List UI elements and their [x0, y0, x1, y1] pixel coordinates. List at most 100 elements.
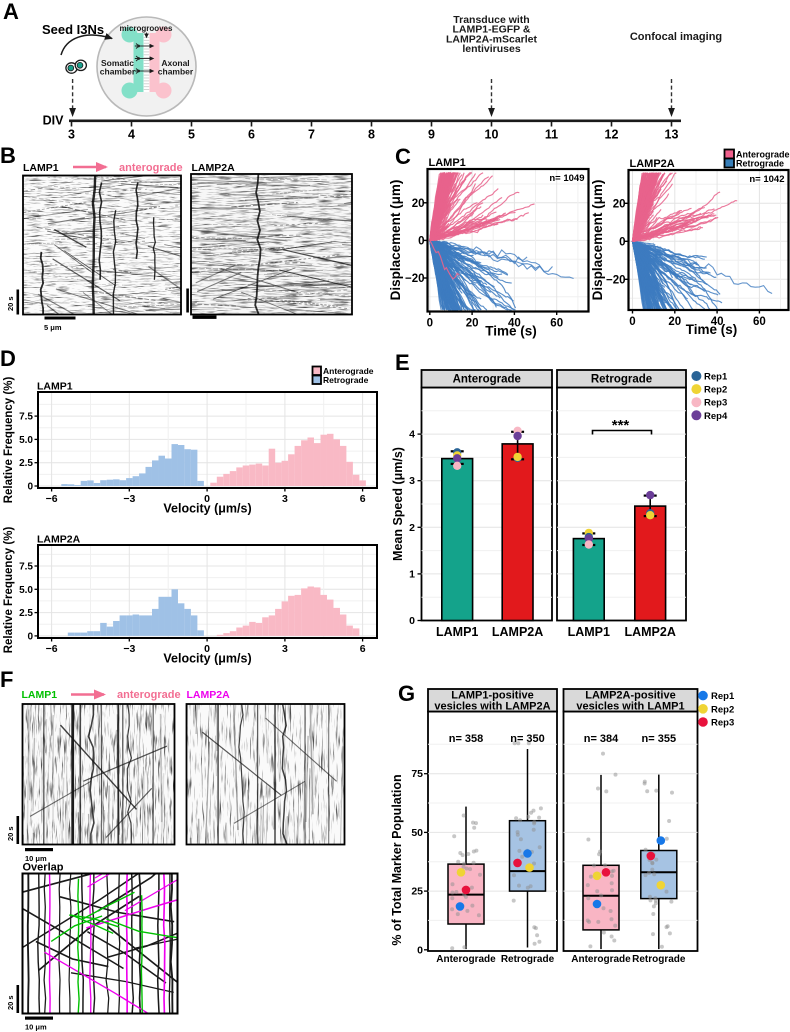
svg-text:LAMP2A-positive: LAMP2A-positive — [585, 690, 675, 702]
svg-text:2.5: 2.5 — [19, 458, 33, 469]
svg-text:Rep4: Rep4 — [704, 411, 728, 422]
svg-text:11: 11 — [545, 128, 558, 142]
svg-text:0: 0 — [418, 235, 424, 247]
svg-text:anterograde: anterograde — [119, 162, 183, 174]
svg-text:0: 0 — [204, 493, 210, 505]
svg-text:Rep3: Rep3 — [704, 398, 727, 409]
svg-text:anterograde: anterograde — [117, 689, 181, 701]
svg-text:6: 6 — [248, 128, 255, 142]
svg-text:60: 60 — [753, 316, 766, 328]
svg-text:Retrograde: Retrograde — [591, 374, 652, 386]
svg-text:Anterograde: Anterograde — [736, 150, 790, 160]
svg-text:20: 20 — [613, 198, 626, 210]
svg-text:10: 10 — [485, 128, 499, 142]
svg-text:LAMP1: LAMP1 — [37, 381, 73, 393]
svg-text:lentiviruses: lentiviruses — [462, 43, 521, 55]
svg-text:n= 384: n= 384 — [584, 733, 619, 745]
svg-text:chamber: chamber — [158, 67, 194, 77]
svg-text:60: 60 — [550, 318, 563, 330]
svg-text:Transduce with: Transduce with — [453, 14, 529, 26]
svg-text:−6: −6 — [46, 493, 58, 505]
svg-text:Overlap: Overlap — [23, 862, 64, 874]
svg-text:9: 9 — [428, 128, 435, 142]
svg-text:−20: −20 — [606, 274, 626, 286]
svg-text:12: 12 — [605, 128, 619, 142]
svg-text:10 μm: 10 μm — [25, 1023, 47, 1032]
svg-text:Rep2: Rep2 — [711, 704, 734, 715]
svg-text:8: 8 — [368, 128, 375, 142]
svg-text:Rep3: Rep3 — [711, 718, 734, 729]
svg-text:A: A — [3, 0, 19, 24]
svg-text:1: 1 — [409, 568, 415, 580]
svg-text:20: 20 — [668, 316, 681, 328]
svg-text:DIV: DIV — [43, 114, 65, 128]
svg-text:microgrooves: microgrooves — [120, 24, 173, 33]
svg-text:5.0: 5.0 — [19, 585, 33, 596]
svg-text:LAMP1: LAMP1 — [22, 689, 58, 701]
svg-text:Seed I3Ns: Seed I3Ns — [42, 22, 104, 37]
svg-text:Displacement (μm): Displacement (μm) — [388, 180, 403, 301]
svg-text:vesicles with LAMP1: vesicles with LAMP1 — [576, 701, 684, 713]
svg-text:13: 13 — [665, 128, 679, 142]
svg-text:0: 0 — [27, 482, 33, 493]
svg-text:B: B — [0, 143, 16, 168]
svg-text:0: 0 — [427, 318, 433, 330]
svg-text:n= 1049: n= 1049 — [549, 173, 584, 184]
svg-text:G: G — [398, 681, 415, 706]
svg-text:F: F — [0, 667, 13, 692]
svg-text:Time (s): Time (s) — [485, 324, 537, 339]
svg-text:4: 4 — [128, 128, 135, 142]
svg-text:20 s: 20 s — [6, 296, 15, 311]
svg-text:Retrograde: Retrograde — [736, 159, 784, 169]
svg-text:0: 0 — [27, 631, 33, 642]
svg-text:−3: −3 — [123, 493, 135, 505]
svg-text:LAMP2A: LAMP2A — [492, 625, 543, 639]
svg-text:−20: −20 — [405, 273, 425, 285]
svg-text:Displacement (μm): Displacement (μm) — [590, 180, 605, 301]
svg-text:5.0: 5.0 — [19, 435, 33, 446]
svg-text:Relative Frequency (%): Relative Frequency (%) — [3, 527, 15, 654]
svg-text:20: 20 — [412, 198, 425, 210]
svg-text:7.5: 7.5 — [19, 562, 33, 573]
svg-text:5 μm: 5 μm — [44, 323, 62, 332]
svg-text:0: 0 — [204, 643, 210, 655]
svg-text:LAMP1: LAMP1 — [429, 157, 466, 169]
svg-text:0: 0 — [629, 316, 635, 328]
svg-text:***: *** — [612, 417, 630, 434]
svg-text:6: 6 — [360, 493, 366, 505]
svg-text:Velocity (μm/s): Velocity (μm/s) — [163, 652, 251, 666]
svg-text:40: 40 — [508, 318, 521, 330]
svg-text:LAMP1-positive: LAMP1-positive — [451, 690, 534, 702]
svg-text:LAMP2A: LAMP2A — [624, 625, 675, 639]
svg-text:Axonal: Axonal — [161, 58, 189, 68]
svg-text:Anterograde: Anterograde — [436, 954, 496, 965]
svg-text:75: 75 — [411, 768, 423, 780]
svg-text:3: 3 — [282, 493, 288, 505]
svg-text:25: 25 — [411, 886, 423, 898]
svg-text:Retrograde: Retrograde — [632, 954, 686, 965]
svg-text:10 μm: 10 μm — [25, 854, 47, 863]
svg-text:3: 3 — [409, 475, 415, 487]
svg-text:2.5: 2.5 — [19, 608, 33, 619]
svg-text:Rep1: Rep1 — [711, 691, 735, 702]
svg-text:LAMP2A: LAMP2A — [192, 162, 236, 174]
svg-text:−6: −6 — [46, 643, 58, 655]
svg-text:n= 1042: n= 1042 — [749, 174, 784, 185]
svg-text:2: 2 — [409, 522, 415, 534]
svg-text:Mean Speed (μm/s): Mean Speed (μm/s) — [391, 447, 405, 561]
svg-text:3: 3 — [282, 643, 288, 655]
svg-text:LAMP2A: LAMP2A — [37, 534, 81, 546]
svg-text:0: 0 — [409, 615, 415, 627]
svg-text:LAMP1: LAMP1 — [436, 625, 478, 639]
svg-text:n= 358: n= 358 — [449, 733, 484, 745]
svg-text:50: 50 — [411, 827, 423, 839]
svg-text:20: 20 — [466, 318, 479, 330]
svg-text:LAMP2A: LAMP2A — [630, 158, 675, 170]
svg-text:chamber: chamber — [100, 67, 136, 77]
svg-text:D: D — [0, 346, 16, 371]
svg-text:Retrograde: Retrograde — [501, 954, 555, 965]
svg-text:0: 0 — [417, 944, 423, 956]
svg-text:Velocity (μm/s): Velocity (μm/s) — [163, 502, 251, 516]
svg-text:E: E — [395, 350, 410, 375]
svg-text:C: C — [395, 144, 411, 169]
